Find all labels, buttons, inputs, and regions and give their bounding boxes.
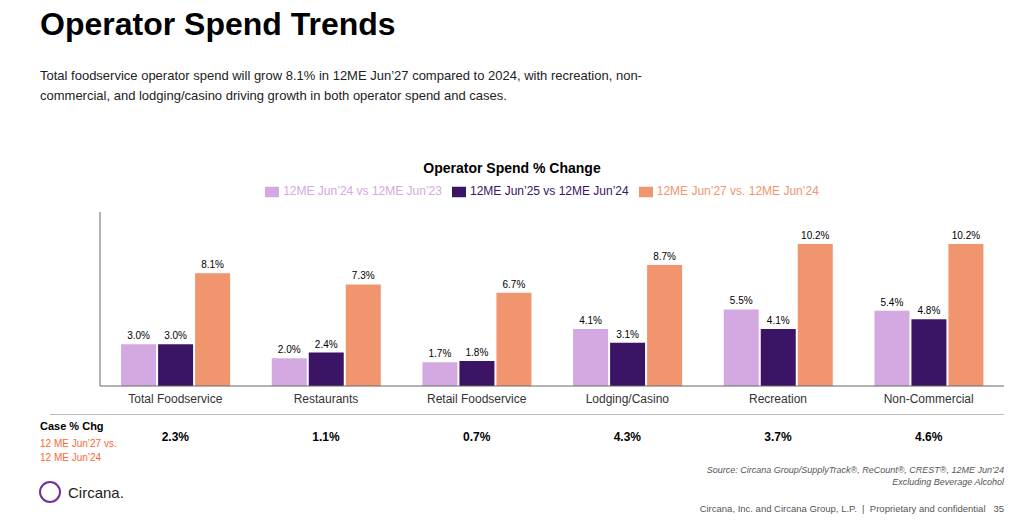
html-text:Operator Spend Trends: Operator Spend Trends (40, 6, 396, 42)
svg-text:5.5%: 5.5% (730, 295, 753, 306)
html-text:Circana, Inc. and Circana Grou: Circana, Inc. and Circana Group, L.P. | … (699, 503, 1004, 514)
html-text:Total foodservice operator spe: Total foodservice operator spend will gr… (40, 68, 642, 103)
html-text:1.1%: 1.1% (312, 430, 340, 444)
svg-text:6.7%: 6.7% (503, 279, 526, 290)
html-text:12ME Jun’27 vs. 12ME Jun’24: 12ME Jun’27 vs. 12ME Jun’24 (656, 184, 819, 198)
html-text:2.3%: 2.3% (161, 430, 189, 444)
svg-text:1.7%: 1.7% (429, 348, 452, 359)
svg-text:Non-Commercial: Non-Commercial (884, 392, 974, 406)
svg-text:Total Foodservice: Total Foodservice (128, 392, 222, 406)
html-text:12ME Jun’25 vs 12ME Jun’24: 12ME Jun’25 vs 12ME Jun’24 (470, 184, 629, 198)
svg-text:Restaurants: Restaurants (294, 392, 359, 406)
html-text:3.7%: 3.7% (764, 430, 792, 444)
svg-text:10.2%: 10.2% (801, 230, 829, 241)
svg-text:8.1%: 8.1% (201, 259, 224, 270)
html-text:12ME Jun’24 vs 12ME Jun’23: 12ME Jun’24 vs 12ME Jun’23 (283, 184, 442, 198)
svg-text:8.7%: 8.7% (653, 251, 676, 262)
svg-text:4.1%: 4.1% (767, 315, 790, 326)
svg-text:4.8%: 4.8% (918, 305, 941, 316)
svg-text:1.8%: 1.8% (466, 347, 489, 358)
svg-text:3.0%: 3.0% (164, 330, 187, 341)
html-text:Case % Chg: Case % Chg (40, 420, 104, 432)
svg-text:10.2%: 10.2% (952, 230, 980, 241)
svg-text:2.4%: 2.4% (315, 339, 338, 350)
html-text:4.3%: 4.3% (613, 430, 641, 444)
svg-text:2.0%: 2.0% (278, 344, 301, 355)
html-text:0.7%: 0.7% (463, 430, 491, 444)
svg-text:3.0%: 3.0% (127, 330, 150, 341)
html-text:Circana.: Circana. (68, 483, 124, 501)
svg-text:3.1%: 3.1% (616, 329, 639, 340)
svg-text:5.4%: 5.4% (881, 297, 904, 308)
svg-text:Retail Foodservice: Retail Foodservice (427, 392, 527, 406)
svg-text:4.1%: 4.1% (579, 315, 602, 326)
html-text:12 ME Jun’27 vs. 12 ME Jun’24: 12 ME Jun’27 vs. 12 ME Jun’24 (40, 438, 117, 463)
svg-text:Lodging/Casino: Lodging/Casino (586, 392, 670, 406)
html-text:Source: Circana Group/SupplyTr: Source: Circana Group/SupplyTrack®, ReCo… (706, 465, 1004, 487)
svg-text:Recreation: Recreation (749, 392, 807, 406)
html-text:Operator Spend % Change: Operator Spend % Change (423, 160, 601, 176)
svg-text:7.3%: 7.3% (352, 270, 375, 281)
html-text:4.6%: 4.6% (915, 430, 943, 444)
